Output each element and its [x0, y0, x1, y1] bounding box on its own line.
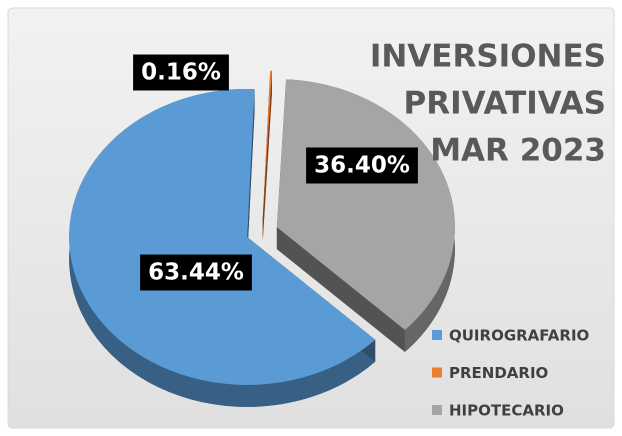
value-label: 63.44%: [148, 260, 244, 286]
legend-swatch: [432, 330, 442, 340]
slice-edge: [276, 227, 405, 352]
chart-title: INVERSIONES: [370, 39, 606, 75]
value-label-box: [140, 254, 252, 291]
legend-label: PRENDARIO: [449, 364, 548, 382]
slice: [69, 88, 376, 385]
value-label-box: [306, 147, 418, 184]
slice-edge: [262, 70, 272, 241]
chart-title: PRIVATIVAS: [404, 86, 606, 122]
legend-label: QUIROGRAFARIO: [449, 327, 589, 345]
slice-edge: [247, 89, 255, 259]
labels: 63.44% 0.16% 36.40%: [133, 54, 418, 291]
slice: [276, 79, 455, 330]
value-label-box: [133, 54, 229, 91]
chart-title: MAR 2023: [430, 133, 606, 169]
slice-rim: [69, 88, 376, 407]
legend-label: HIPOTECARIO: [449, 402, 564, 420]
slice: [262, 70, 272, 219]
value-label: 0.16%: [141, 60, 221, 86]
legend-swatch: [432, 405, 442, 415]
legend-swatch: [432, 367, 442, 378]
value-label: 36.40%: [314, 153, 410, 179]
